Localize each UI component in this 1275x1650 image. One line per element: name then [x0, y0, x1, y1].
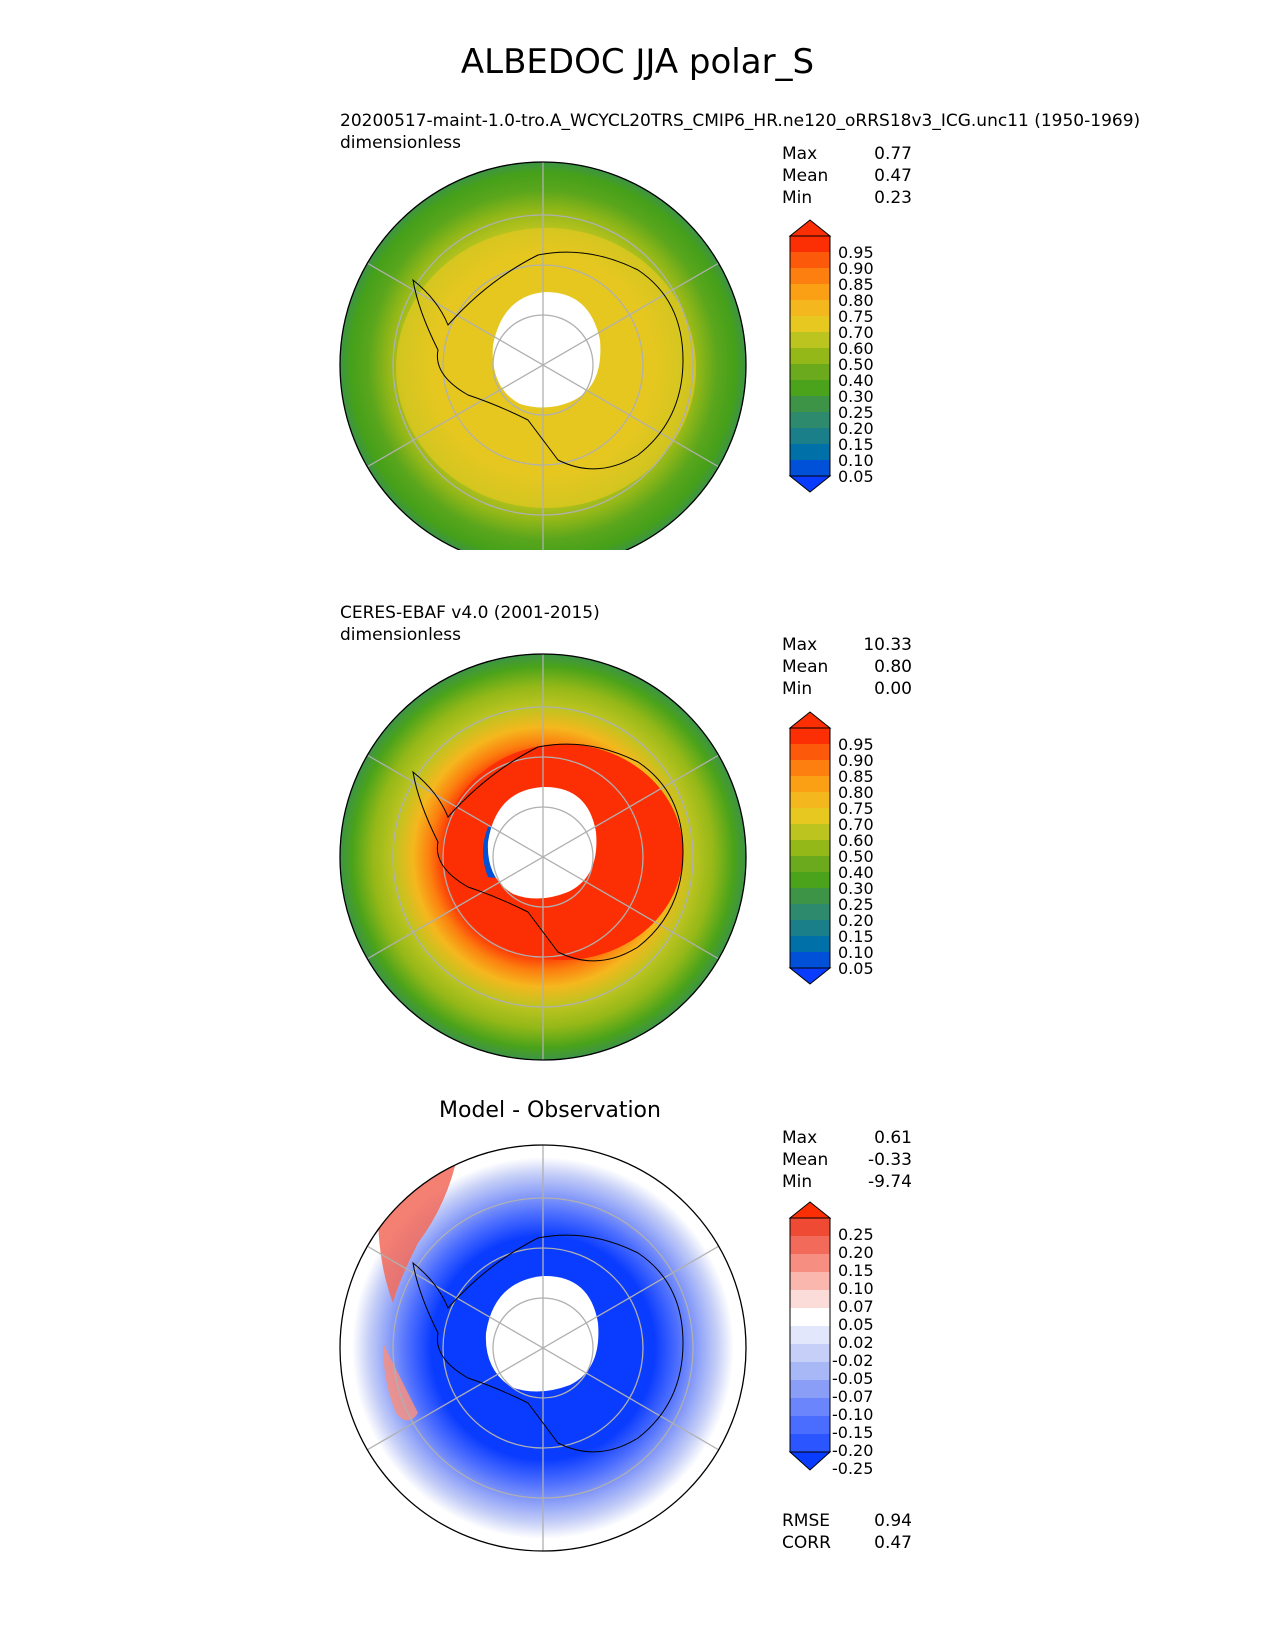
- colorbar-segments: [788, 711, 832, 985]
- colorbar-segments: [788, 1201, 832, 1471]
- map-boundary: [339, 653, 747, 1061]
- stat-label: Mean: [782, 1150, 829, 1170]
- test-units: dimensionless: [340, 133, 461, 153]
- cb2-tick: 0.20: [838, 911, 874, 930]
- difference-colorbar: [788, 1201, 832, 1471]
- cb2-tick: 0.90: [838, 751, 874, 770]
- stat-value: -0.33: [868, 1150, 912, 1170]
- cb1-tick: 0.75: [838, 307, 874, 326]
- cb2-tick: 0.25: [838, 895, 874, 914]
- map-boundary: [339, 1144, 747, 1552]
- cb3-tick: -0.20: [832, 1441, 874, 1460]
- stat-label: Mean: [782, 166, 829, 186]
- polar-night-hole: [492, 292, 601, 408]
- cb2-tick: 0.10: [838, 943, 874, 962]
- cb1-tick: 0.95: [838, 243, 874, 262]
- cb2-tick: 0.30: [838, 879, 874, 898]
- cb1-tick: 0.10: [838, 451, 874, 470]
- stat-value: 0.00: [874, 679, 912, 699]
- stat-value: 0.61: [874, 1128, 912, 1148]
- metric-value: 0.47: [874, 1533, 912, 1553]
- test-map: [339, 161, 747, 550]
- cb3-tick: 0.15: [838, 1261, 874, 1280]
- stat-label: Min: [782, 1172, 813, 1192]
- stat-value: 0.47: [874, 166, 912, 186]
- stat-value: 10.33: [863, 635, 912, 655]
- metric-label: RMSE: [782, 1511, 831, 1531]
- cb3-tick: -0.05: [832, 1369, 874, 1388]
- reference-stats: Max 10.33 Mean 0.80 Min 0.00: [782, 634, 912, 700]
- cb1-tick: 0.05: [838, 467, 874, 486]
- test-title: 20200517-maint-1.0-tro.A_WCYCL20TRS_CMIP…: [340, 111, 1141, 131]
- colorbar-segments: [788, 219, 832, 493]
- polar-night-hole: [485, 1275, 599, 1392]
- cb3-tick: 0.10: [838, 1279, 874, 1298]
- map-gridlines: [366, 1145, 720, 1551]
- cb3-tick: 0.25: [838, 1225, 874, 1244]
- stat-label: Max: [782, 1128, 818, 1148]
- stat-label: Min: [782, 188, 813, 208]
- cb2-tick: 0.50: [838, 847, 874, 866]
- difference-map: [339, 1144, 747, 1552]
- stat-value: 0.77: [874, 144, 912, 164]
- test-stats: Max 0.77 Mean 0.47 Min 0.23: [782, 143, 912, 209]
- cb2-tick: 0.75: [838, 799, 874, 818]
- stat-value: 0.23: [874, 188, 912, 208]
- reference-colorbar: [788, 711, 832, 985]
- metric-label: CORR: [782, 1533, 831, 1553]
- cb3-tick: 0.07: [838, 1297, 874, 1316]
- cb1-tick: 0.20: [838, 419, 874, 438]
- cb2-tick: 0.85: [838, 767, 874, 786]
- stat-value: 0.80: [874, 657, 912, 677]
- cb2-tick: 0.60: [838, 831, 874, 850]
- cb3-tick: -0.07: [832, 1387, 874, 1406]
- cb1-tick: 0.85: [838, 275, 874, 294]
- cb2-tick: 0.80: [838, 783, 874, 802]
- difference-metrics: RMSE 0.94 CORR 0.47: [782, 1510, 912, 1554]
- cb1-tick: 0.90: [838, 259, 874, 278]
- stat-label: Min: [782, 679, 813, 699]
- reference-map: [339, 653, 747, 1061]
- cb3-tick: 0.02: [838, 1333, 874, 1352]
- stat-value: -9.74: [868, 1172, 912, 1192]
- cb3-tick: -0.02: [832, 1351, 874, 1370]
- cb1-tick: 0.50: [838, 355, 874, 374]
- cb1-tick: 0.70: [838, 323, 874, 342]
- stat-label: Max: [782, 144, 818, 164]
- antarctica-coastline: [412, 1234, 684, 1453]
- cb1-tick: 0.40: [838, 371, 874, 390]
- cb3-tick: 0.20: [838, 1243, 874, 1262]
- antarctica-coastline: [412, 743, 684, 962]
- stat-label: Max: [782, 635, 818, 655]
- map-gridlines: [366, 162, 720, 550]
- difference-title: Model - Observation: [439, 1098, 661, 1123]
- cb1-tick: 0.60: [838, 339, 874, 358]
- cb3-tick: 0.05: [838, 1315, 874, 1334]
- cb3-tick: -0.15: [832, 1423, 874, 1442]
- cb2-tick: 0.95: [838, 735, 874, 754]
- test-colorbar: [788, 219, 832, 493]
- cb1-tick: 0.30: [838, 387, 874, 406]
- cb2-tick: 0.40: [838, 863, 874, 882]
- page-title: ALBEDOC JJA polar_S: [460, 42, 815, 82]
- reference-title: CERES-EBAF v4.0 (2001-2015): [340, 603, 600, 623]
- cb1-tick: 0.15: [838, 435, 874, 454]
- antarctica-coastline: [412, 251, 684, 470]
- metric-value: 0.94: [874, 1511, 912, 1531]
- map-boundary: [339, 161, 747, 550]
- cb2-tick: 0.70: [838, 815, 874, 834]
- reference-units: dimensionless: [340, 625, 461, 645]
- cb2-tick: 0.15: [838, 927, 874, 946]
- cb3-tick: -0.25: [832, 1459, 874, 1478]
- cb1-tick: 0.80: [838, 291, 874, 310]
- cb3-tick: -0.10: [832, 1405, 874, 1424]
- difference-stats: Max 0.61 Mean -0.33 Min -9.74: [782, 1127, 912, 1193]
- cb1-tick: 0.25: [838, 403, 874, 422]
- stat-label: Mean: [782, 657, 829, 677]
- cb2-tick: 0.05: [838, 959, 874, 978]
- positive-bias-west: [383, 1343, 418, 1421]
